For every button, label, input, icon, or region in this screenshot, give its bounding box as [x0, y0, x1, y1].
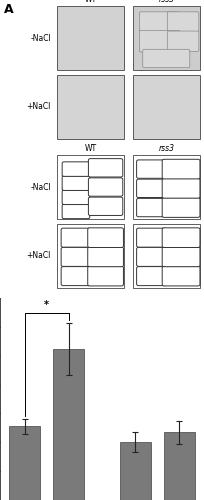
Text: rss3: rss3: [158, 0, 174, 4]
FancyBboxPatch shape: [137, 198, 166, 216]
Text: -NaCl: -NaCl: [30, 182, 51, 192]
FancyBboxPatch shape: [88, 228, 123, 248]
FancyBboxPatch shape: [137, 179, 166, 198]
FancyBboxPatch shape: [139, 30, 180, 52]
Bar: [57, 6, 124, 70]
FancyBboxPatch shape: [137, 160, 166, 178]
Bar: [133, 74, 200, 138]
FancyBboxPatch shape: [61, 248, 91, 266]
FancyBboxPatch shape: [162, 198, 200, 218]
Bar: [9, 426, 40, 500]
FancyBboxPatch shape: [162, 247, 200, 266]
FancyBboxPatch shape: [88, 266, 123, 286]
FancyBboxPatch shape: [162, 228, 200, 248]
Text: A: A: [4, 3, 14, 16]
FancyBboxPatch shape: [162, 178, 200, 198]
Text: rss3: rss3: [158, 144, 174, 153]
FancyBboxPatch shape: [162, 266, 200, 286]
Bar: [133, 155, 200, 219]
Bar: [53, 348, 84, 500]
FancyBboxPatch shape: [62, 176, 90, 190]
Text: WT: WT: [85, 0, 97, 4]
FancyBboxPatch shape: [137, 248, 166, 266]
FancyBboxPatch shape: [88, 247, 123, 266]
Text: *: *: [44, 300, 49, 310]
FancyBboxPatch shape: [137, 228, 166, 247]
FancyBboxPatch shape: [62, 204, 90, 218]
Bar: [164, 432, 195, 500]
FancyBboxPatch shape: [139, 12, 180, 32]
FancyBboxPatch shape: [88, 197, 123, 216]
Text: +NaCl: +NaCl: [27, 102, 51, 111]
Bar: [133, 224, 200, 288]
FancyBboxPatch shape: [88, 178, 123, 196]
Bar: [120, 442, 151, 500]
FancyBboxPatch shape: [167, 31, 199, 52]
Bar: [133, 6, 200, 70]
FancyBboxPatch shape: [167, 12, 199, 32]
Bar: [57, 224, 124, 288]
FancyBboxPatch shape: [137, 266, 166, 285]
FancyBboxPatch shape: [162, 160, 200, 179]
Bar: [57, 74, 124, 138]
FancyBboxPatch shape: [62, 190, 90, 204]
Bar: [57, 155, 124, 219]
FancyBboxPatch shape: [88, 158, 123, 177]
FancyBboxPatch shape: [61, 228, 91, 247]
Text: WT: WT: [85, 144, 97, 153]
Text: +NaCl: +NaCl: [27, 251, 51, 260]
Text: -NaCl: -NaCl: [30, 34, 51, 42]
FancyBboxPatch shape: [61, 266, 91, 285]
FancyBboxPatch shape: [62, 162, 90, 176]
FancyBboxPatch shape: [143, 50, 190, 68]
